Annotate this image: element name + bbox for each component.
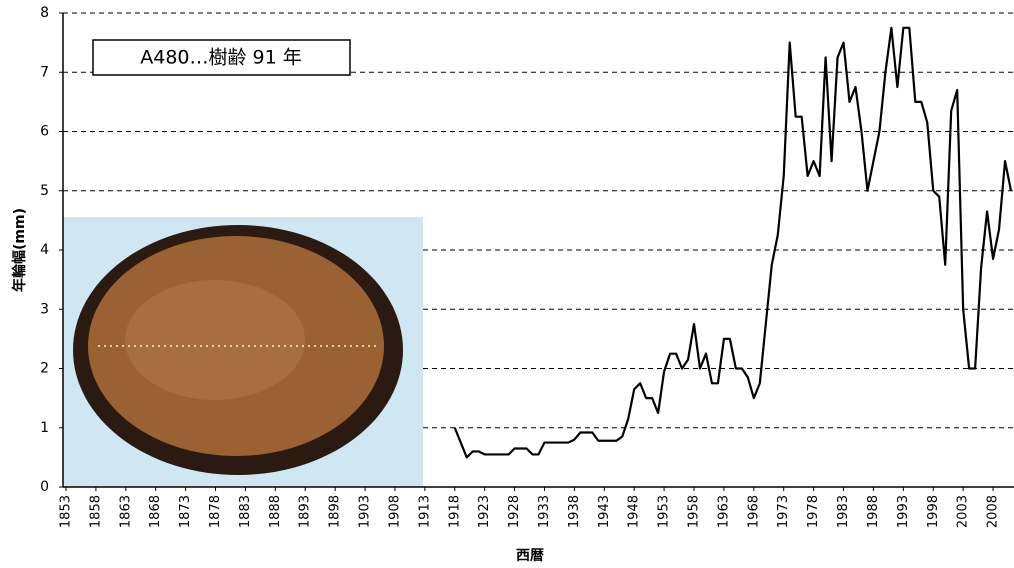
y-tick-label: 6 xyxy=(40,124,49,140)
x-tick-label: 1988 xyxy=(866,495,881,528)
x-tick-label: 1883 xyxy=(238,495,253,528)
y-tick-label: 8 xyxy=(40,5,49,21)
chart: 0 1 2 3 4 5 6 7 8 1853 1858 1863 1868 1873 1878 1883 188… xyxy=(0,0,1014,568)
x-tick-label: 1873 xyxy=(178,495,193,528)
y-tick-label: 1 xyxy=(40,420,49,436)
x-tick-label: 2008 xyxy=(986,495,1001,528)
x-tick-label: 1953 xyxy=(657,495,672,528)
y-tick-label: 5 xyxy=(40,183,49,199)
tree-photo xyxy=(63,217,423,487)
y-tick-label: 4 xyxy=(40,242,49,258)
x-tick-label: 1978 xyxy=(806,495,821,528)
x-tick-label: 1903 xyxy=(358,495,373,528)
x-tick-label: 1908 xyxy=(387,495,402,528)
x-tick-label: 1893 xyxy=(298,495,313,528)
x-tick-label: 2003 xyxy=(956,495,971,528)
x-tick-label: 1853 xyxy=(58,495,73,528)
y-tick-label: 7 xyxy=(40,64,49,80)
x-tick-label: 1943 xyxy=(597,495,612,528)
x-tick-label: 1888 xyxy=(268,495,283,528)
x-tick-label: 1918 xyxy=(447,495,462,528)
x-axis-label: 西暦 xyxy=(516,548,544,564)
x-tick-label: 1928 xyxy=(507,495,522,528)
x-tick-label: 1923 xyxy=(477,495,492,528)
x-tick-label: 1898 xyxy=(328,495,343,528)
x-tick-label: 1913 xyxy=(417,495,432,528)
y-tick-label: 3 xyxy=(40,301,49,317)
x-tick-label: 1868 xyxy=(148,495,163,528)
x-tick-label: 1933 xyxy=(537,495,552,528)
photo-rings xyxy=(125,280,305,400)
x-tick-label: 1878 xyxy=(208,495,223,528)
x-tick-label: 1993 xyxy=(896,495,911,528)
x-tick-label: 1973 xyxy=(776,495,791,528)
x-tick-label: 1948 xyxy=(627,495,642,528)
y-axis-label: 年輪幅(mm) xyxy=(11,208,28,292)
x-tick-label: 1863 xyxy=(118,495,133,528)
x-tick-label: 1938 xyxy=(567,495,582,528)
data-line xyxy=(455,28,1011,458)
x-tick-label: 1998 xyxy=(926,495,941,528)
y-tick-label: 2 xyxy=(40,361,49,377)
x-tick-label: 1963 xyxy=(716,495,731,528)
x-tick-label: 1858 xyxy=(88,495,103,528)
annotation: A480…樹齢 91 年 xyxy=(140,47,302,69)
y-tick-label: 0 xyxy=(40,479,49,495)
x-tick-label: 1983 xyxy=(836,495,851,528)
x-tick-label: 1958 xyxy=(687,495,702,528)
x-tick-label: 1968 xyxy=(746,495,761,528)
